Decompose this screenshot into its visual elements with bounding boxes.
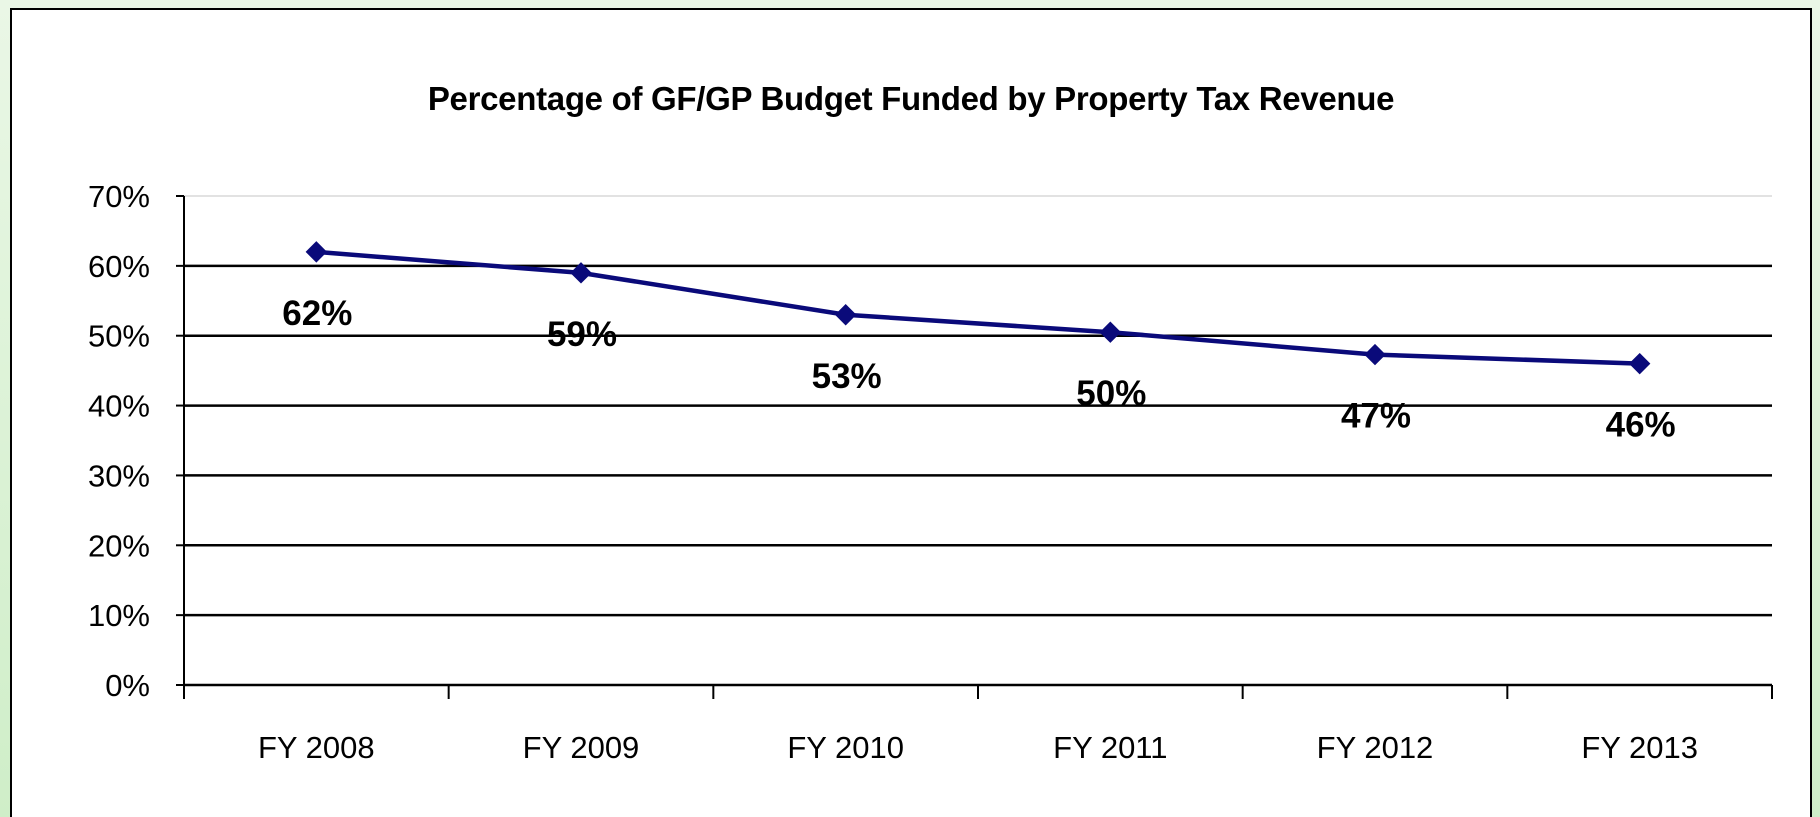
series-line-path: [316, 249, 1640, 366]
x-tick-label: FY 2010: [787, 730, 904, 765]
chart-frame: Percentage of GF/GP Budget Funded by Pro…: [10, 8, 1812, 817]
x-tick-labels: FY 2008 FY 2009 FY 2010 FY 2011 FY 2012 FY 20…: [258, 730, 1698, 765]
y-tick-label: 30%: [88, 458, 150, 493]
x-tick-label: FY 2008: [258, 730, 375, 765]
chart-title: Percentage of GF/GP Budget Funded by Pro…: [427, 80, 1395, 117]
y-tick-label: 0%: [105, 668, 150, 703]
x-tick-label: FY 2009: [523, 730, 640, 765]
data-point-marker: [1364, 343, 1386, 366]
data-label: 46%: [1606, 406, 1676, 445]
x-tick-label: FY 2011: [1053, 730, 1167, 765]
data-point-marker: [570, 262, 592, 284]
y-tick-label: 60%: [88, 249, 150, 284]
x-tick-label: FY 2012: [1317, 730, 1434, 765]
x-tick-label: FY 2013: [1581, 730, 1698, 765]
y-tick-label: 10%: [88, 598, 150, 633]
series-line: [305, 241, 1651, 375]
data-point-marker: [1099, 321, 1122, 343]
data-point-marker: [834, 304, 857, 326]
data-point-marker: [1628, 352, 1651, 375]
y-tick-label: 70%: [88, 179, 150, 214]
data-label: 62%: [282, 294, 352, 333]
y-tick-labels: 0% 10% 20% 30% 40% 50% 60% 70%: [88, 179, 150, 703]
data-label: 59%: [547, 315, 617, 354]
data-label: 50%: [1076, 374, 1146, 413]
data-labels: 62% 59% 53% 50% 47% 46%: [282, 294, 1675, 445]
y-tick-label: 40%: [88, 389, 150, 424]
data-label: 53%: [812, 357, 882, 396]
y-tick-label: 20%: [88, 528, 150, 563]
data-point-marker: [305, 241, 328, 263]
gridlines: [184, 195, 1772, 617]
y-tick-label: 50%: [88, 319, 150, 354]
data-label: 47%: [1341, 397, 1411, 436]
axes: [176, 195, 1773, 699]
